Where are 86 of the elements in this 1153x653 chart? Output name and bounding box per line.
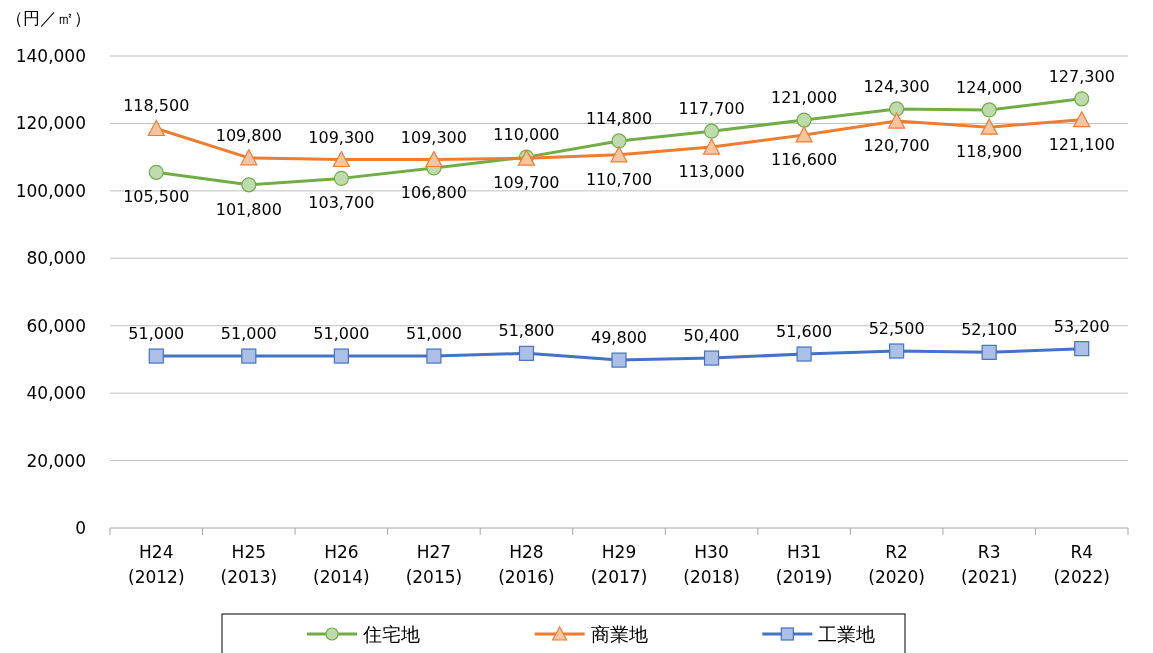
point (888, 112, 906, 129)
data-label: 117,700 (678, 99, 745, 119)
y-tick-label: 20,000 (26, 450, 86, 471)
y-axis-title: （円／㎡） (6, 8, 91, 28)
y-tick-label: 100,000 (15, 180, 86, 201)
point (241, 177, 257, 193)
data-label: 109,800 (215, 125, 282, 145)
data-label: 51,600 (776, 322, 833, 342)
data-label: 118,500 (123, 96, 190, 116)
x-tick-label: H24 (2012) (128, 542, 185, 587)
point (147, 119, 165, 137)
point (796, 346, 812, 362)
data-label: 110,000 (493, 125, 560, 145)
x-tick-label: H25 (2013) (220, 542, 278, 587)
data-label: 103,700 (308, 193, 375, 213)
point (1074, 341, 1090, 357)
x-tick-label: R2 (2020) (868, 542, 925, 587)
data-label: 52,100 (961, 320, 1018, 340)
data-label: 120,700 (863, 136, 930, 156)
data-label: 109,300 (400, 127, 467, 147)
point (889, 101, 905, 117)
legend-label: 商業地 (590, 623, 648, 645)
y-tick-label: 40,000 (26, 383, 86, 404)
x-tick-label: H31 (2019) (775, 542, 833, 587)
data-label: 124,300 (863, 76, 930, 96)
data-label: 52,500 (868, 319, 925, 338)
data-label: 121,000 (771, 88, 838, 108)
x-tick-label: H28 (2016) (498, 542, 555, 587)
x-tick-label: R3 (2021) (960, 542, 1018, 587)
point (426, 348, 442, 364)
data-label: 118,900 (956, 142, 1023, 162)
y-tick-label: 140,000 (15, 46, 86, 66)
data-label: 121,100 (1048, 134, 1115, 154)
point (980, 118, 998, 135)
x-tick-label: H29 (2017) (590, 542, 648, 587)
x-tick-label: H30 (2018) (683, 542, 740, 587)
data-label: 49,800 (591, 328, 647, 348)
data-label: 124,000 (956, 77, 1023, 97)
data-label: 51,000 (405, 324, 462, 344)
point (518, 345, 535, 361)
y-tick-label: 80,000 (26, 248, 86, 269)
point (333, 170, 349, 186)
data-label: 116,600 (771, 149, 838, 169)
data-label: 51,000 (313, 324, 370, 344)
point (332, 150, 350, 168)
data-label: 113,000 (678, 162, 745, 182)
y-tick-label: 0 (75, 518, 86, 538)
data-label: 110,700 (585, 169, 653, 189)
point (611, 133, 627, 149)
point (796, 112, 812, 128)
point (702, 138, 721, 155)
x-tick-label: R4 (2022) (1053, 542, 1110, 587)
y-tick-label: 60,000 (26, 315, 86, 336)
point (1074, 91, 1090, 107)
data-label: 127,300 (1048, 66, 1115, 86)
data-label: 50,400 (683, 326, 740, 346)
point (240, 149, 258, 166)
data-label: 109,700 (493, 173, 560, 193)
data-label: 114,800 (585, 108, 653, 128)
data-label: 106,800 (400, 182, 467, 202)
point (610, 146, 628, 163)
data-label: 51,000 (128, 324, 185, 344)
point (148, 164, 164, 180)
data-label: 53,200 (1053, 316, 1110, 336)
point (611, 352, 627, 368)
data-label: 101,800 (215, 199, 282, 219)
point (148, 348, 164, 364)
x-tick-label: H27 (2015) (405, 542, 463, 587)
legend-label: 工業地 (818, 623, 876, 645)
point (795, 126, 813, 143)
x-tick-label: H26 (2014) (313, 542, 370, 587)
y-tick-label: 120,000 (15, 113, 86, 134)
point (333, 348, 349, 364)
point (703, 350, 720, 366)
legend-label: 住宅地 (362, 623, 420, 645)
data-label: 51,000 (220, 324, 277, 344)
data-label: 109,300 (308, 127, 375, 147)
point (981, 102, 997, 118)
point (425, 150, 443, 168)
point (703, 123, 720, 139)
data-label: 51,800 (498, 321, 555, 341)
point (981, 344, 997, 360)
data-label: 105,500 (123, 187, 190, 207)
point (241, 348, 257, 364)
point (1073, 111, 1091, 128)
point (889, 343, 905, 359)
